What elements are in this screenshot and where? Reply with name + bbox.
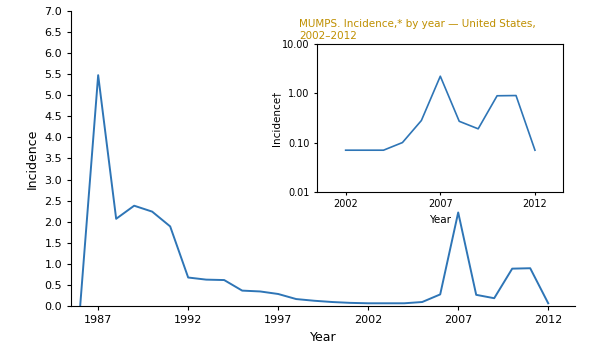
Text: MUMPS. Incidence,* by year — United States,
2002–2012: MUMPS. Incidence,* by year — United Stat… [299, 19, 536, 41]
Y-axis label: Incidence†: Incidence† [271, 90, 280, 145]
Y-axis label: Incidence: Incidence [26, 128, 39, 189]
X-axis label: Year: Year [429, 215, 451, 225]
X-axis label: Year: Year [310, 331, 336, 344]
